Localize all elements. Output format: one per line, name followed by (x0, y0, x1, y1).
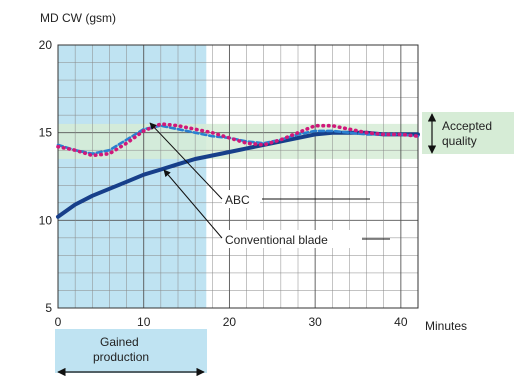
gained-production-annotation: Gained production (55, 329, 207, 377)
y-ticks: 5 10 15 20 (39, 38, 53, 315)
gained-production-line1: Gained (100, 335, 139, 349)
gained-production-region (58, 45, 207, 308)
y-tick-label: 10 (39, 213, 53, 227)
x-tick-label: 20 (223, 315, 237, 329)
accepted-quality-line2: quality (442, 134, 477, 148)
conventional-label: Conventional blade (225, 233, 328, 247)
y-tick-label: 20 (39, 38, 53, 52)
x-axis-label: Minutes (425, 319, 467, 333)
abc-callout: ABC (149, 122, 370, 208)
x-tick-label: 30 (308, 315, 322, 329)
plot-frame (57, 44, 419, 309)
series-line-solid (56, 130, 420, 219)
x-ticks: 0 10 20 30 40 (55, 315, 408, 329)
x-tick-label: 40 (394, 315, 408, 329)
accepted-quality-line1: Accepted (442, 119, 492, 133)
series-group (56, 122, 420, 219)
y-tick-label: 5 (45, 301, 52, 315)
gained-production-line2: production (93, 350, 149, 364)
x-tick-label: 0 (55, 315, 62, 329)
abc-label: ABC (225, 193, 250, 207)
y-axis-label: MD CW (gsm) (40, 11, 116, 25)
conventional-callout: Conventional blade (163, 169, 390, 248)
series-line-conventional (56, 122, 420, 158)
accepted-quality-annotation: Accepted quality (422, 112, 514, 154)
y-tick-label: 15 (39, 126, 53, 140)
x-tick-label: 10 (137, 315, 151, 329)
